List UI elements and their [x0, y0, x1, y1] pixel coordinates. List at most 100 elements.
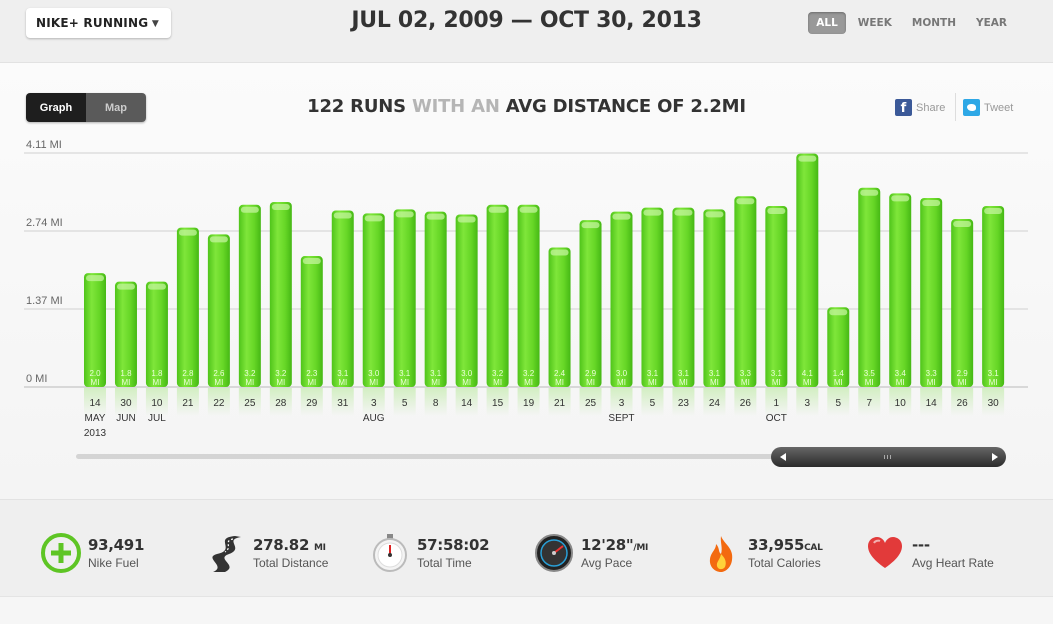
x-tick-label: 1	[774, 398, 780, 409]
bar-reflection	[176, 388, 199, 416]
bar-body[interactable]	[951, 219, 974, 387]
scrollbar-thumb[interactable]	[771, 447, 1006, 467]
run-bar[interactable]: 3.3MI	[920, 197, 943, 416]
run-bar[interactable]: 2.8MI	[176, 227, 199, 416]
graph-toggle-button[interactable]: Graph	[26, 93, 86, 122]
run-bar[interactable]: 3.1MI	[393, 209, 416, 416]
bar-body[interactable]	[920, 197, 943, 387]
run-bar[interactable]: 3.2MI	[486, 204, 509, 416]
bar-body[interactable]	[424, 211, 447, 387]
run-bar[interactable]: 3.1MI	[982, 205, 1005, 416]
bar-body[interactable]	[269, 201, 292, 387]
tab-all[interactable]: ALL	[808, 12, 846, 34]
bar-body[interactable]	[84, 273, 106, 387]
run-bar[interactable]: 3.1MI	[765, 205, 788, 416]
bar-unit-label: MI	[927, 378, 936, 387]
bar-body[interactable]	[641, 207, 664, 387]
run-bar[interactable]: 3.2MI	[238, 204, 261, 416]
tweet-button[interactable]: Tweet	[963, 99, 1013, 116]
run-bar[interactable]: 3.0MI	[362, 213, 385, 416]
bar-body[interactable]	[176, 227, 199, 387]
bar-reflection	[827, 388, 850, 416]
x-tick-label: 26	[740, 398, 752, 409]
bar-body[interactable]	[300, 256, 323, 387]
bar-reflection	[145, 388, 168, 416]
bar-reflection	[920, 388, 943, 416]
run-bar[interactable]: 3.0MI	[455, 214, 478, 416]
bar-body[interactable]	[982, 205, 1005, 387]
summary-connector: WITH AN	[405, 96, 506, 117]
bar-reflection	[238, 388, 261, 416]
run-bar[interactable]: 2.6MI	[207, 234, 230, 416]
run-bar[interactable]: 2.4MI	[548, 247, 571, 416]
bar-body[interactable]	[455, 214, 478, 387]
run-bar[interactable]: 3.1MI	[331, 210, 354, 416]
activity-select[interactable]: NIKE+ RUNNING ▼	[26, 8, 171, 38]
run-bar[interactable]: 4.1MI	[796, 153, 819, 416]
run-bar[interactable]: 3.0MI	[610, 211, 633, 416]
bar-body[interactable]	[114, 281, 137, 387]
view-toggle: Graph Map	[26, 93, 146, 122]
run-bar[interactable]: 3.4MI	[889, 193, 912, 416]
map-toggle-button[interactable]: Map	[86, 93, 146, 122]
scroll-right-icon[interactable]	[992, 453, 998, 461]
bar-body[interactable]	[331, 210, 354, 387]
bar-value-label: 1.8	[151, 369, 163, 378]
run-bar[interactable]: 3.2MI	[269, 201, 292, 416]
scroll-left-icon[interactable]	[780, 453, 786, 461]
bar-body[interactable]	[858, 187, 881, 387]
x-tick-label: 19	[523, 398, 535, 409]
x-tick-label: 5	[650, 398, 656, 409]
bar-unit-label: MI	[741, 378, 750, 387]
bar-body[interactable]	[362, 213, 385, 387]
facebook-share-button[interactable]: f Share	[895, 99, 945, 116]
bar-body[interactable]	[827, 307, 850, 387]
run-bar[interactable]: 3.1MI	[424, 211, 447, 416]
bar-unit-label: MI	[679, 378, 688, 387]
bar-body[interactable]	[765, 205, 788, 387]
bar-reflection	[331, 388, 354, 416]
timeline-scrollbar[interactable]	[76, 447, 1006, 467]
bar-body[interactable]	[889, 193, 912, 387]
run-bar[interactable]: 2.3MI	[300, 256, 323, 416]
bar-highlight	[891, 195, 910, 202]
run-bar[interactable]: 2.9MI	[579, 220, 602, 416]
bar-body[interactable]	[610, 211, 633, 387]
bar-body[interactable]	[486, 204, 509, 387]
bar-unit-label: MI	[803, 378, 812, 387]
bar-reflection	[393, 388, 416, 416]
run-bar[interactable]: 3.2MI	[517, 204, 540, 416]
bar-body[interactable]	[145, 281, 168, 387]
tab-month[interactable]: MONTH	[911, 17, 956, 29]
x-tick-label: 14	[89, 398, 101, 409]
run-bar[interactable]: 1.8MI	[145, 281, 168, 416]
bar-body[interactable]	[734, 196, 757, 387]
bar-value-label: 3.2	[492, 369, 504, 378]
run-bar[interactable]: 3.3MI	[734, 196, 757, 416]
run-bar[interactable]: 3.1MI	[703, 209, 726, 416]
tab-week[interactable]: WEEK	[857, 17, 892, 29]
run-bar[interactable]: 3.5MI	[858, 187, 881, 416]
bar-body[interactable]	[238, 204, 261, 387]
run-bar[interactable]: 3.1MI	[672, 207, 695, 416]
bar-value-label: 3.4	[895, 369, 907, 378]
bar-highlight	[550, 249, 569, 256]
bar-body[interactable]	[579, 220, 602, 387]
bar-value-label: 3.2	[275, 369, 287, 378]
bar-body[interactable]	[517, 204, 540, 387]
bar-unit-label: MI	[245, 378, 254, 387]
run-bar[interactable]: 1.8MI	[114, 281, 137, 416]
bar-value-label: 3.1	[647, 369, 659, 378]
bar-body[interactable]	[393, 209, 416, 387]
bar-body[interactable]	[548, 247, 571, 387]
run-bar[interactable]: 3.1MI	[641, 207, 664, 416]
run-bar[interactable]: 2.0MI	[84, 273, 106, 416]
run-bar[interactable]: 1.4MI	[827, 307, 850, 416]
tab-year[interactable]: YEAR	[976, 17, 1007, 29]
bar-body[interactable]	[672, 207, 695, 387]
run-bar[interactable]: 2.9MI	[951, 219, 974, 416]
bar-body[interactable]	[703, 209, 726, 387]
bar-body[interactable]	[207, 234, 230, 387]
bar-body[interactable]	[796, 153, 819, 387]
bar-highlight	[364, 215, 383, 222]
